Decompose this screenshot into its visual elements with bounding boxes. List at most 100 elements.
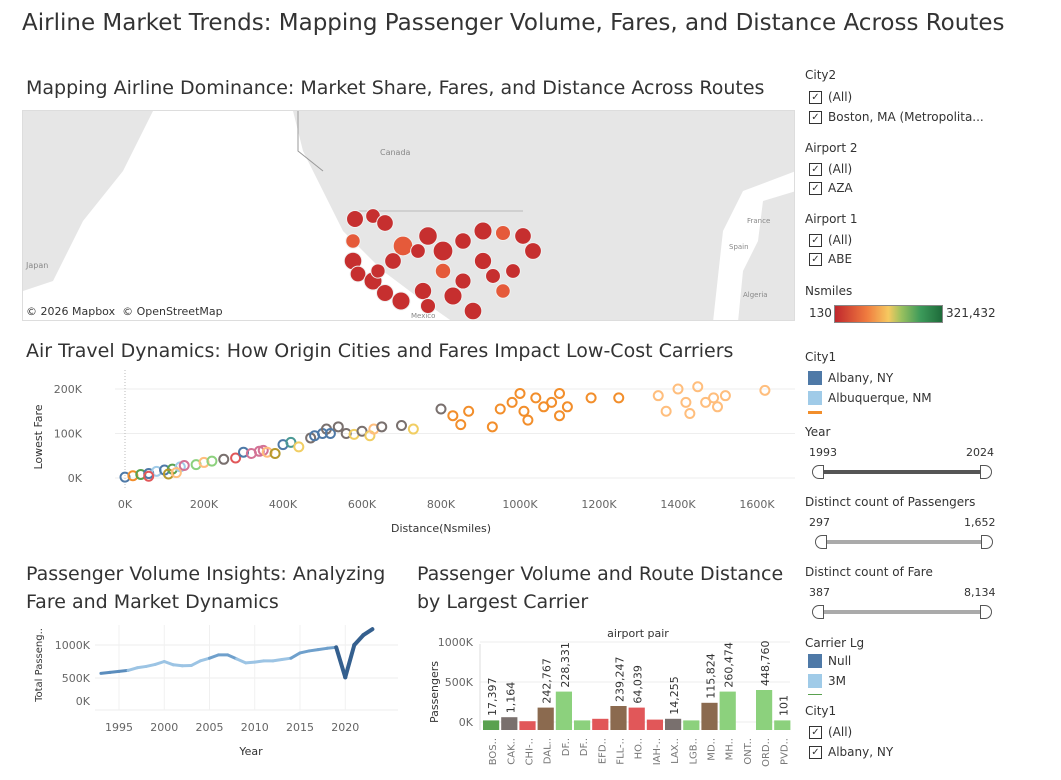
filter-city2-boston[interactable]: ✓ Boston, MA (Metropolita... bbox=[809, 110, 984, 124]
x-tick-label: CAK.. bbox=[506, 738, 517, 765]
x-tick-label: 2010 bbox=[241, 721, 269, 734]
scatter-point bbox=[178, 460, 190, 472]
scatter-chart[interactable]: 0K 100K 200K 0K 200K 400K 600K 800K 1000K 1200K 14… bbox=[20, 365, 800, 540]
line-segment bbox=[99, 670, 112, 675]
line-chart[interactable]: 1000K 500K 0K 1995 2000 2005 2010 2015 2020 Year T… bbox=[20, 620, 410, 765]
airport-pie-mark bbox=[370, 263, 386, 279]
checkbox-checked-icon[interactable]: ✓ bbox=[809, 162, 822, 176]
checkbox-checked-icon[interactable]: ✓ bbox=[809, 233, 822, 247]
scatter-point bbox=[530, 392, 542, 404]
scatter-title: Air Travel Dynamics: How Origin Cities a… bbox=[26, 340, 734, 362]
line-segment bbox=[235, 657, 248, 665]
slider-handle-min[interactable] bbox=[812, 465, 824, 479]
line-segment bbox=[117, 668, 130, 673]
bar-title-1: Passenger Volume and Route Distance bbox=[417, 563, 784, 585]
scatter-point bbox=[332, 421, 344, 433]
bar bbox=[683, 720, 700, 730]
legend-label: Null bbox=[828, 654, 852, 668]
checkbox-checked-icon[interactable]: ✓ bbox=[809, 181, 822, 195]
column-header: airport pair bbox=[607, 627, 669, 640]
data-label: 228,331 bbox=[559, 642, 572, 688]
slider-handle-min[interactable] bbox=[815, 535, 827, 549]
slider-handle-max[interactable] bbox=[980, 605, 992, 619]
filter-city1-albany[interactable]: ✓ Albany, NY bbox=[809, 745, 893, 759]
checkbox-checked-icon[interactable]: ✓ bbox=[809, 745, 822, 759]
x-tick-label: 1200K bbox=[581, 498, 617, 511]
fare-slider[interactable] bbox=[812, 605, 992, 619]
x-tick-label: 2015 bbox=[286, 721, 314, 734]
option-label: ABE bbox=[828, 252, 853, 266]
map-attribution[interactable]: © 2026 Mapbox © OpenStreetMap bbox=[26, 305, 223, 318]
x-tick-label: ORD.. bbox=[761, 738, 772, 767]
slider-handle-max[interactable] bbox=[980, 465, 992, 479]
land-europe-africa bbox=[738, 191, 794, 320]
y-tick-label: 500K bbox=[62, 672, 91, 685]
legend-item[interactable]: Albany, NY bbox=[808, 371, 893, 385]
scatter-point bbox=[719, 390, 731, 402]
filter-airport1-all[interactable]: ✓ (All) bbox=[809, 233, 852, 247]
x-axis-label: Distance(Nsmiles) bbox=[391, 522, 491, 535]
bar bbox=[501, 717, 518, 730]
y-axis-label: Total Passeng.. bbox=[34, 628, 45, 703]
line-segment bbox=[144, 662, 157, 668]
legend-swatch-partial bbox=[808, 694, 822, 695]
line-segment bbox=[244, 660, 257, 665]
data-label: 64,039 bbox=[632, 665, 645, 704]
checkbox-checked-icon[interactable]: ✓ bbox=[809, 725, 822, 739]
year-min: 1993 bbox=[809, 446, 837, 459]
label-france: France bbox=[747, 217, 770, 225]
option-label: (All) bbox=[828, 233, 853, 247]
legend-label: 3M bbox=[828, 674, 846, 688]
scatter-point bbox=[435, 403, 447, 415]
scatter-point bbox=[230, 452, 242, 464]
airport-pie-mark bbox=[419, 297, 437, 315]
map[interactable]: Canada Japan Mexico Spain France Algeria… bbox=[22, 110, 795, 321]
nsmiles-max: 321,432 bbox=[946, 306, 996, 320]
year-slider[interactable] bbox=[812, 465, 992, 479]
color-swatch bbox=[808, 654, 822, 668]
bar bbox=[628, 707, 645, 730]
airport-pie-mark bbox=[410, 243, 426, 259]
checkbox-checked-icon[interactable]: ✓ bbox=[809, 90, 822, 104]
scatter-point bbox=[561, 401, 573, 413]
scatter-point bbox=[486, 421, 498, 433]
airport-pie-mark bbox=[443, 286, 463, 306]
legend-item[interactable]: Null bbox=[808, 654, 851, 668]
x-tick-label: ONT.. bbox=[743, 738, 754, 765]
checkbox-checked-icon[interactable]: ✓ bbox=[809, 252, 822, 266]
map-canvas[interactable]: Canada Japan Mexico Spain France Algeria bbox=[23, 111, 795, 321]
x-tick-label: LAX.. bbox=[670, 738, 681, 764]
scatter-point bbox=[546, 396, 558, 408]
scatter-point bbox=[613, 392, 625, 404]
filter-city2-all[interactable]: ✓ (All) bbox=[809, 90, 852, 104]
scatter-point bbox=[407, 423, 419, 435]
slider-handle-min[interactable] bbox=[812, 605, 824, 619]
airport-pie-mark bbox=[463, 301, 483, 320]
filter-city1-all[interactable]: ✓ (All) bbox=[809, 725, 852, 739]
data-label: 242,767 bbox=[541, 658, 554, 704]
filter-airport2-all[interactable]: ✓ (All) bbox=[809, 162, 852, 176]
scatter-point bbox=[143, 470, 155, 482]
legend-item[interactable]: 3M bbox=[808, 674, 846, 688]
scatter-point bbox=[522, 414, 534, 426]
line-segment bbox=[108, 669, 121, 674]
line-segment bbox=[253, 659, 266, 664]
filter-airport2-aza[interactable]: ✓ AZA bbox=[809, 181, 853, 195]
x-tick-label: 2005 bbox=[196, 721, 224, 734]
option-label: AZA bbox=[828, 181, 853, 195]
bar bbox=[519, 721, 536, 730]
slider-handle-max[interactable] bbox=[981, 535, 993, 549]
filter-airport1-abe[interactable]: ✓ ABE bbox=[809, 252, 852, 266]
y-tick-label: 100K bbox=[54, 428, 83, 441]
legend-item[interactable]: Albuquerque, NM bbox=[808, 391, 932, 405]
airport-pie-mark bbox=[495, 283, 511, 299]
y-tick-label: 200K bbox=[54, 383, 83, 396]
x-tick-label: MH.. bbox=[725, 738, 736, 760]
x-tick-label: 1400K bbox=[660, 498, 696, 511]
passengers-slider[interactable] bbox=[815, 535, 993, 549]
bar-chart[interactable]: airport pair 0K 500K 1000K Passengers BOS.. CA… bbox=[420, 620, 795, 780]
checkbox-checked-icon[interactable]: ✓ bbox=[809, 110, 822, 124]
data-label: 14,255 bbox=[668, 676, 681, 715]
bar bbox=[610, 706, 627, 730]
airport-pie-mark bbox=[524, 242, 542, 260]
